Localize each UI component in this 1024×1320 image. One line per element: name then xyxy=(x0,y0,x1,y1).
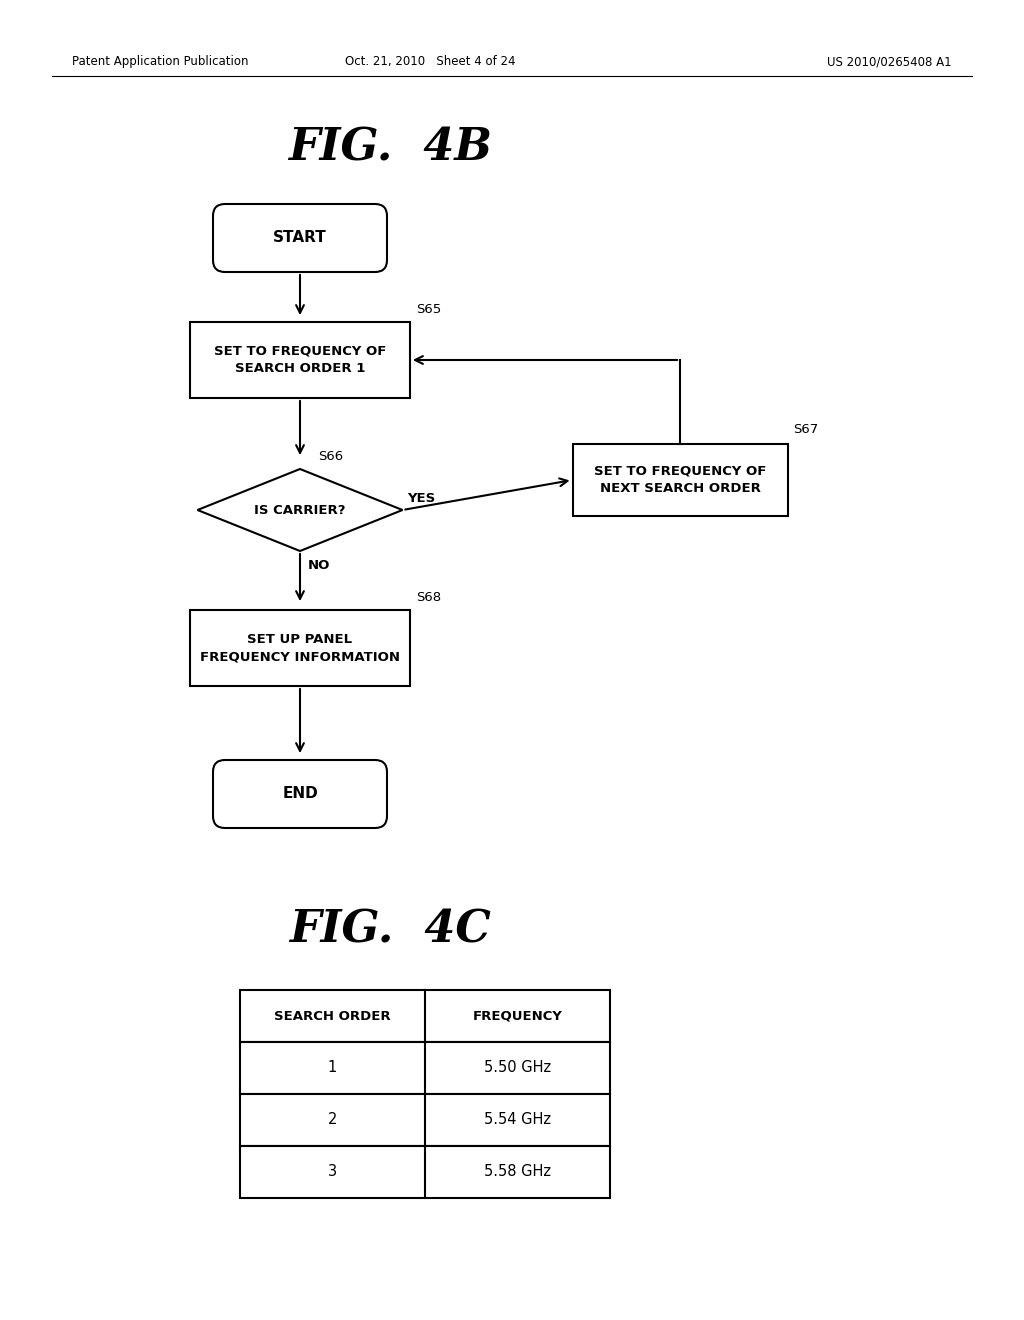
Text: IS CARRIER?: IS CARRIER? xyxy=(254,503,346,516)
Text: Patent Application Publication: Patent Application Publication xyxy=(72,55,249,69)
Text: S67: S67 xyxy=(794,422,819,436)
Text: 5.50 GHz: 5.50 GHz xyxy=(484,1060,551,1076)
Text: S65: S65 xyxy=(416,304,441,315)
Text: FIG.  4C: FIG. 4C xyxy=(289,908,490,952)
Text: NO: NO xyxy=(308,558,331,572)
Text: S68: S68 xyxy=(416,591,441,605)
Bar xyxy=(190,610,410,686)
Text: FREQUENCY: FREQUENCY xyxy=(472,1010,562,1023)
Text: SET TO FREQUENCY OF
NEXT SEARCH ORDER: SET TO FREQUENCY OF NEXT SEARCH ORDER xyxy=(594,465,766,495)
Text: SEARCH ORDER: SEARCH ORDER xyxy=(274,1010,391,1023)
Text: US 2010/0265408 A1: US 2010/0265408 A1 xyxy=(827,55,952,69)
Polygon shape xyxy=(198,469,402,550)
Text: 5.58 GHz: 5.58 GHz xyxy=(484,1164,551,1180)
Text: Oct. 21, 2010   Sheet 4 of 24: Oct. 21, 2010 Sheet 4 of 24 xyxy=(345,55,515,69)
Bar xyxy=(572,444,787,516)
Text: 2: 2 xyxy=(328,1113,337,1127)
Bar xyxy=(240,1146,610,1199)
Text: 5.54 GHz: 5.54 GHz xyxy=(484,1113,551,1127)
Text: END: END xyxy=(283,787,317,801)
Bar xyxy=(240,1041,610,1094)
Text: YES: YES xyxy=(408,491,436,504)
Text: FIG.  4B: FIG. 4B xyxy=(288,127,492,169)
Bar xyxy=(240,1094,610,1146)
Text: SET UP PANEL
FREQUENCY INFORMATION: SET UP PANEL FREQUENCY INFORMATION xyxy=(200,634,400,663)
Text: S66: S66 xyxy=(318,450,343,463)
Text: START: START xyxy=(273,231,327,246)
Text: SET TO FREQUENCY OF
SEARCH ORDER 1: SET TO FREQUENCY OF SEARCH ORDER 1 xyxy=(214,345,386,375)
Bar xyxy=(240,990,610,1041)
Bar xyxy=(190,322,410,399)
Text: 3: 3 xyxy=(328,1164,337,1180)
FancyBboxPatch shape xyxy=(213,205,387,272)
FancyBboxPatch shape xyxy=(213,760,387,828)
Text: 1: 1 xyxy=(328,1060,337,1076)
